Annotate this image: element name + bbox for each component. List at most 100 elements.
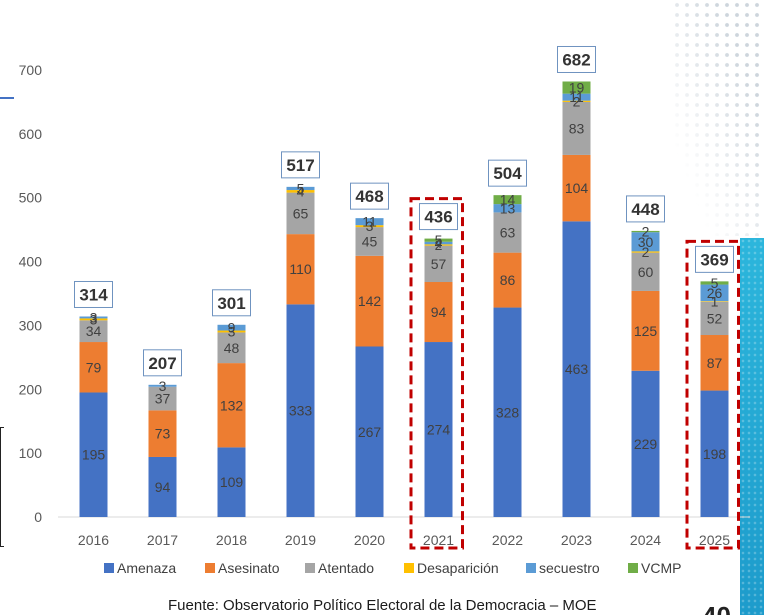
bar-secuestro-2020 [355,218,384,226]
data-label-atentado-2017: 37 [155,391,171,407]
legend-item-atentado: Atentado [305,560,374,576]
data-label-vcmp-2021: 5 [435,232,443,248]
data-label-atentado-2025: 52 [707,310,723,326]
data-label-secuestro-2025: 26 [707,285,723,301]
legend-item-vcmp: VCMP [628,560,681,576]
data-label-amenaza-2022: 328 [496,404,520,420]
data-label-amenaza-2017: 94 [155,479,171,495]
data-label-atentado-2019: 65 [293,205,309,221]
bar-desaparicion-2019 [286,190,315,193]
total-label-2024: 448 [631,200,659,219]
data-label-atentado-2021: 57 [431,256,447,272]
data-label-desaparicion-2016: 3 [90,311,98,327]
x-category-label: 2024 [630,532,661,548]
total-label-2020: 468 [355,187,383,206]
data-label-vcmp-2025: 5 [711,275,719,291]
total-label-2022: 504 [493,164,522,183]
y-tick-label: 0 [34,509,42,525]
x-category-label: 2016 [78,532,109,548]
legend-item-amenaza: Amenaza [104,560,176,576]
x-category-label: 2025 [699,532,730,548]
bar-asesinato-2024 [631,290,660,371]
bar-asesinato-2021 [424,282,453,343]
bar-secuestro-2019 [286,186,315,191]
data-label-desaparicion-2023: 2 [573,93,581,109]
page-number-clip: 40 [702,603,742,615]
bar-atentado-2024 [631,252,660,291]
total-box-2020 [350,182,389,210]
bar-desaparicion-2016 [79,318,108,321]
data-label-secuestro-2022: 13 [500,200,516,216]
bar-atentado-2019 [286,192,315,235]
total-box-2022 [488,159,527,187]
highlight-frame-2025 [685,239,740,550]
data-label-secuestro-2023: 11 [569,89,584,105]
side-color-strip [740,238,764,615]
data-label-vcmp-2024: 2 [642,224,650,240]
data-label-secuestro-2019: 5 [297,180,305,196]
data-label-atentado-2016: 34 [86,323,102,339]
data-label-desaparicion-2025: 1 [711,293,719,309]
bar-vcmp-2023 [562,81,591,94]
data-label-desaparicion-2021: 2 [435,237,443,253]
y-tick-label: 100 [19,445,43,461]
bar-desaparicion-2018 [217,330,246,333]
bar-secuestro-2025 [700,284,729,302]
bar-secuestro-2022 [493,204,522,213]
bar-amenaza-2016 [79,392,108,517]
bar-secuestro-2018 [217,324,246,331]
data-label-secuestro-2016: 3 [90,309,98,325]
data-label-asesinato-2025: 87 [707,355,723,371]
dot-pattern-decoration [672,0,764,236]
page-number: 40 [702,603,731,615]
data-label-secuestro-2020: 11 [362,214,377,230]
bar-atentado-2023 [562,101,591,155]
bar-amenaza-2017 [148,456,177,517]
data-label-amenaza-2024: 229 [634,436,658,452]
data-label-desaparicion-2019: 4 [297,183,305,199]
bar-stack-2022 [493,195,522,517]
bar-stack-2024 [631,230,660,517]
bar-stack-2023 [562,81,591,517]
data-label-asesinato-2017: 73 [155,426,171,442]
data-label-asesinato-2018: 132 [220,397,244,413]
bar-atentado-2018 [217,332,246,364]
data-label-asesinato-2024: 125 [634,323,658,339]
y-tick-label: 300 [19,317,43,333]
total-label-2025: 369 [700,250,728,269]
data-label-desaparicion-2018: 3 [228,323,236,339]
bar-stack-2017 [148,384,177,517]
bar-vcmp-2022 [493,195,522,205]
bar-amenaza-2024 [631,370,660,517]
bar-amenaza-2025 [700,390,729,517]
bar-asesinato-2017 [148,410,177,457]
bar-stack-2020 [355,218,384,517]
data-label-vcmp-2022: 14 [500,192,516,208]
x-category-label: 2019 [285,532,316,548]
bar-secuestro-2023 [562,93,591,101]
bar-atentado-2017 [148,386,177,411]
legend-swatch-secuestro [526,563,536,573]
legend-swatch-vcmp [628,563,638,573]
bar-atentado-2020 [355,227,384,256]
total-box-2024 [626,195,665,223]
bar-stack-2021 [424,238,453,517]
data-label-amenaza-2025: 198 [703,446,727,462]
bar-amenaza-2022 [493,307,522,517]
total-box-2025 [695,245,734,273]
y-tick-label: 400 [19,254,43,270]
data-label-atentado-2018: 48 [224,340,240,356]
bar-vcmp-2025 [700,281,729,285]
bar-amenaza-2020 [355,346,384,517]
total-label-2017: 207 [148,354,176,373]
data-label-asesinato-2020: 142 [358,293,382,309]
bar-stack-2025 [700,281,729,517]
bar-amenaza-2023 [562,221,591,517]
legend-swatch-asesinato [205,563,215,573]
bar-asesinato-2016 [79,342,108,393]
bar-desaparicion-2024 [631,251,660,253]
legend-item-secuestro: secuestro [526,560,600,576]
x-category-label: 2020 [354,532,385,548]
total-label-2023: 682 [562,50,590,69]
